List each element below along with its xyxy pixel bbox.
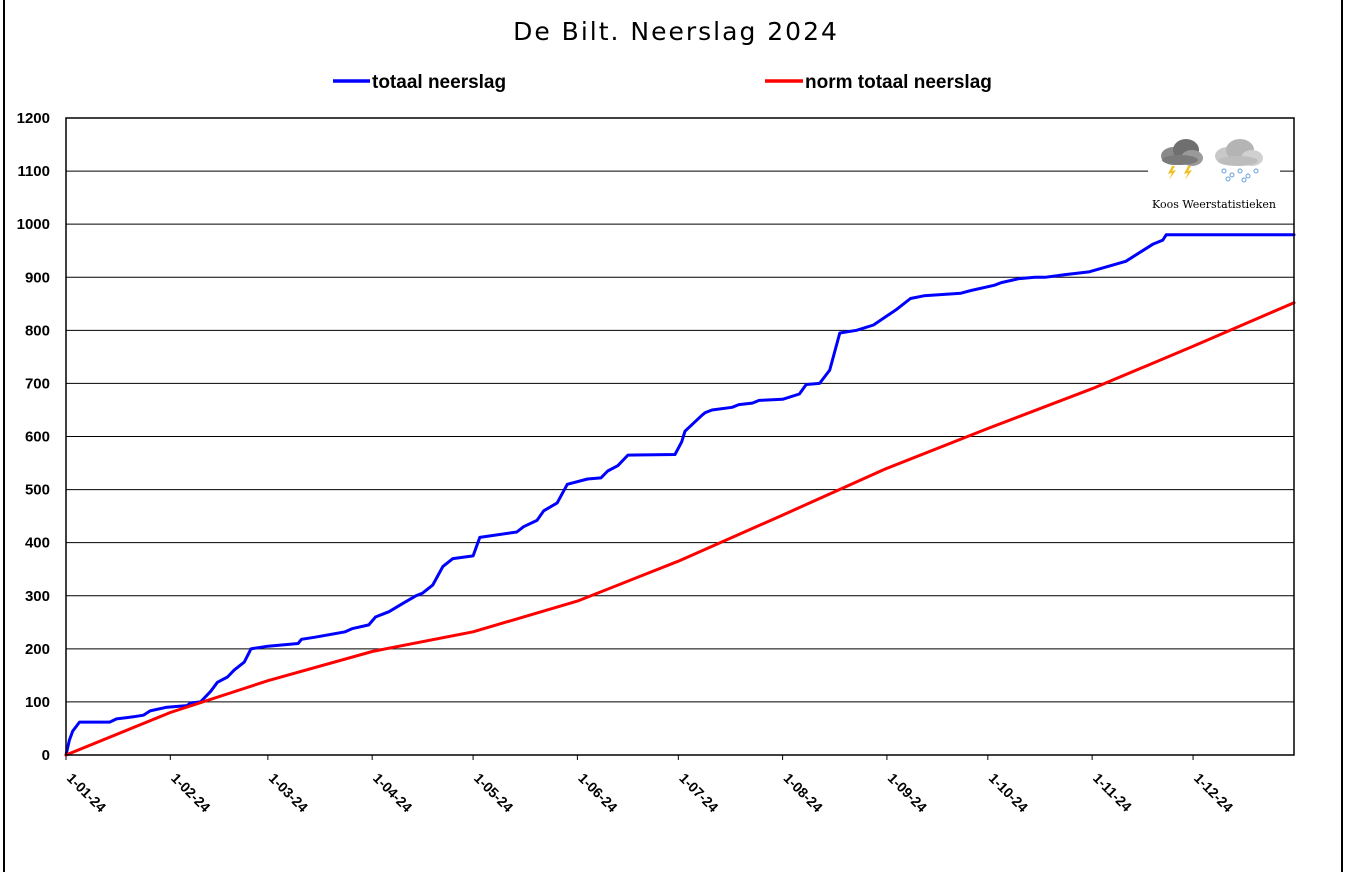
y-tick-label: 300 xyxy=(25,588,50,605)
logo-text: Koos Weerstatistieken xyxy=(1152,198,1276,211)
y-tick-label: 600 xyxy=(25,429,50,446)
x-tick-label: 1-02-24 xyxy=(168,770,214,816)
x-tick-label: 1-06-24 xyxy=(575,770,621,816)
y-tick-label: 700 xyxy=(25,375,50,392)
y-tick-label: 900 xyxy=(25,269,50,286)
snow-cloud-icon xyxy=(1215,139,1263,183)
y-tick-label: 1200 xyxy=(17,110,50,127)
y-tick-label: 0 xyxy=(42,747,50,764)
series-line-totaal-neerslag xyxy=(64,233,1296,757)
y-tick-label: 1100 xyxy=(17,163,50,180)
legend-label-totaal: totaal neerslag xyxy=(372,72,506,93)
y-tick-label: 400 xyxy=(25,535,50,552)
x-tick-label: 1-10-24 xyxy=(986,770,1032,816)
y-tick-label: 500 xyxy=(25,482,50,499)
y-tick-label: 1000 xyxy=(17,216,50,233)
plot-area-border xyxy=(65,117,1295,756)
gridlines xyxy=(66,117,1294,756)
x-axis-ticks: 1-01-24 1-02-24 1-03-24 1-04-24 1-05-24 1-06-… xyxy=(64,755,1237,815)
series-line-norm-totaal-neerslag xyxy=(64,301,1296,757)
x-tick-label: 1-03-24 xyxy=(266,770,312,816)
x-tick-label: 1-05-24 xyxy=(471,770,517,816)
y-tick-label: 200 xyxy=(25,641,50,658)
x-tick-label: 1-08-24 xyxy=(780,770,826,816)
x-tick-label: 1-04-24 xyxy=(370,770,416,816)
series-lines xyxy=(64,233,1296,757)
y-tick-label: 800 xyxy=(25,322,50,339)
chart-frame xyxy=(3,0,1343,872)
thunderstorm-cloud-icon xyxy=(1161,139,1203,180)
logo-background xyxy=(1148,130,1280,218)
legend: totaal neerslag norm totaal neerslag xyxy=(333,72,992,93)
x-tick-label: 1-11-24 xyxy=(1090,770,1135,815)
x-tick-label: 1-07-24 xyxy=(676,770,722,816)
chart-title: De Bilt. Neerslag 2024 xyxy=(513,17,839,46)
x-tick-label: 1-09-24 xyxy=(885,770,931,816)
x-tick-label: 1-12-24 xyxy=(1191,770,1237,816)
legend-label-norm: norm totaal neerslag xyxy=(805,72,992,93)
y-tick-label: 100 xyxy=(25,694,50,711)
y-axis-ticks: 0 100 200 300 400 500 600 700 800 900 1000 1100 1200 xyxy=(17,110,50,764)
logo: Koos Weerstatistieken xyxy=(1148,130,1280,218)
x-tick-label: 1-01-24 xyxy=(64,770,110,816)
